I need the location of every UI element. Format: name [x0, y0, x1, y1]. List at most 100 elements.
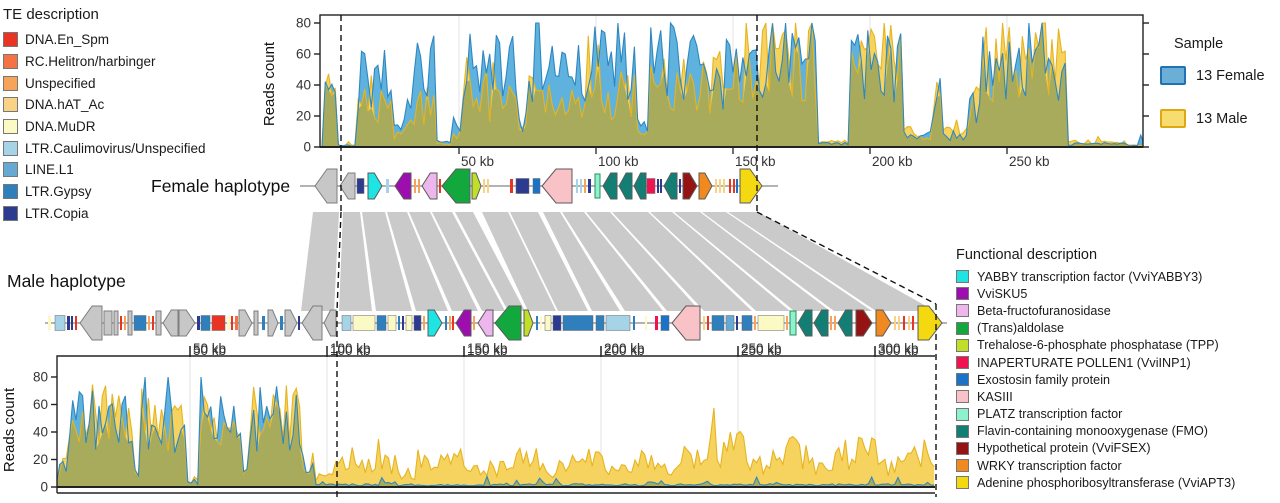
te-legend-swatch: [3, 140, 18, 156]
te-tick: [584, 179, 586, 193]
te-tick: [729, 179, 731, 193]
functional-legend-item: VviSKU5: [956, 285, 1235, 302]
y-tick-label: 80: [33, 370, 48, 385]
te-legend: TE description DNA.En_Spm RC.Helitron/har…: [3, 6, 206, 224]
te-block: [595, 315, 605, 331]
track-axis-label: 200 kb: [604, 343, 645, 358]
te-tick: [398, 316, 400, 330]
te-tick: [908, 316, 910, 330]
te-tick: [894, 316, 896, 330]
male-haplotype-label: Male haplotype: [7, 271, 126, 291]
te-legend-item: RC.Helitron/harbinger: [3, 51, 206, 73]
gene-arrow: [477, 309, 494, 337]
functional-legend-item: INAPERTURATE POLLEN1 (VviINP1): [956, 354, 1235, 371]
synteny-ribbon: [510, 212, 588, 311]
te-tick: [736, 179, 738, 193]
y-tick-label: 40: [296, 78, 311, 93]
te-tick: [540, 316, 542, 330]
te-tick: [733, 179, 735, 193]
gene-arrow: [79, 305, 103, 341]
female-haplotype-label: Female haplotype: [151, 176, 291, 196]
functional-legend-item: Exostosin family protein: [956, 371, 1235, 388]
y-tick-label: 80: [296, 16, 311, 31]
chart-frame: [56, 355, 935, 493]
synteny-ribbon: [432, 212, 505, 311]
gene-arrow: [162, 309, 179, 337]
te-legend-item: DNA.hAT_Ac: [3, 94, 206, 116]
te-block: [352, 315, 376, 331]
te-legend-item: LINE.L1: [3, 159, 206, 181]
gene-arrow: [301, 305, 323, 341]
synteny-ribbon: [702, 212, 872, 311]
synteny-ribbon: [586, 212, 700, 311]
te-legend-swatch: [3, 54, 18, 70]
functional-legend-swatch: [956, 476, 969, 490]
functional-legend-swatch: [956, 441, 969, 455]
track-axis-label: 100 kb: [330, 343, 371, 358]
gene-arrow: [682, 172, 698, 200]
area-series-overlap: [322, 23, 1143, 147]
gene-arrow: [421, 172, 438, 200]
reads-count-ylabel: Reads count: [261, 41, 278, 126]
te-tick: [903, 316, 905, 330]
functional-legend-swatch: [956, 270, 969, 284]
te-tick: [418, 179, 420, 193]
gene-arrow: [698, 172, 713, 200]
synteny-ribbon: [728, 212, 935, 311]
track-axis-label: 50 kb: [193, 343, 226, 358]
sample-legend-title: Sample: [1174, 36, 1224, 52]
gene-arrow: [739, 168, 763, 204]
te-legend-label: LINE.L1: [25, 162, 74, 178]
te-legend-label: LTR.Gypsy: [25, 184, 92, 200]
gene-arrow: [267, 309, 279, 337]
gene-rect-outlined: [594, 173, 601, 199]
synteny-ribbon: [387, 212, 448, 311]
functional-legend-swatch: [956, 424, 969, 438]
gene-arrow: [367, 172, 383, 200]
gene-arrow: [855, 309, 873, 337]
te-tick: [67, 316, 70, 330]
x-tick-label: 50 kb: [193, 341, 226, 356]
line-series-male: [321, 22, 1143, 147]
track-axis-label: 250 kb: [741, 343, 782, 358]
te-block: [133, 315, 147, 331]
functional-legend-label: Adenine phosphoribosyltransferase (VviAP…: [977, 475, 1236, 490]
synteny-ribbon: [543, 212, 620, 311]
functional-legend-label: Trehalose-6-phosphate phosphatase (TPP): [977, 338, 1219, 353]
x-tick-label: 100 kb: [598, 154, 639, 169]
functional-legend-swatch: [956, 390, 969, 404]
te-legend-item: LTR.Gypsy: [3, 181, 206, 203]
te-tick: [280, 316, 283, 330]
synteny-ribbon: [482, 212, 556, 311]
sample-legend-item: 13 Male: [1160, 109, 1265, 128]
te-tick: [48, 316, 51, 330]
te-block: [562, 315, 594, 331]
gene-arrow: [178, 309, 196, 337]
x-tick-label: 250 kb: [1009, 154, 1050, 169]
te-tick: [231, 316, 233, 330]
gene-rect-outlined: [789, 310, 797, 336]
te-legend-item: Unspecified: [3, 72, 206, 94]
te-tick: [487, 179, 489, 193]
gene-arrow: [238, 309, 253, 337]
te-block: [552, 315, 562, 331]
te-block: [605, 315, 631, 331]
functional-legend-swatch: [956, 287, 969, 301]
te-block: [54, 315, 66, 331]
gene-arrow: [284, 309, 298, 337]
dashed-connector: [336, 211, 342, 312]
gene-arrow: [663, 172, 678, 200]
te-tick: [536, 316, 538, 330]
te-tick: [414, 179, 416, 193]
synteny-ribbon: [409, 212, 478, 311]
te-legend-label: DNA.En_Spm: [25, 32, 110, 48]
te-legend-item: LTR.Caulimovirus/Unspecified: [3, 137, 206, 159]
x-tick-label: 100 kb: [330, 341, 371, 356]
functional-legend-label: PLATZ transcription factor: [977, 407, 1123, 422]
sample-legend: Sample 13 Female 13 Male: [1160, 36, 1265, 152]
synteny-ribbon: [301, 212, 339, 311]
x-tick-label: 150 kb: [467, 341, 508, 356]
gene-arrow: [471, 172, 482, 200]
y-tick-label: 0: [40, 480, 48, 495]
track-axis-label: 150 kb: [467, 343, 508, 358]
